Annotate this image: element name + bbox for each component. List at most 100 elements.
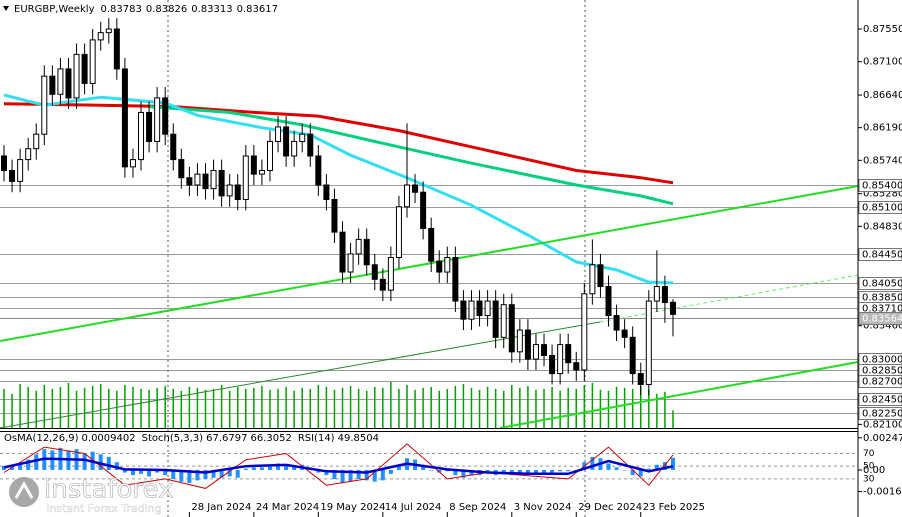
osma-bar <box>542 469 547 473</box>
level-box <box>858 248 902 261</box>
moving-average <box>3 102 674 185</box>
osma-bar <box>622 469 627 471</box>
candle-body <box>315 155 322 186</box>
rsi-value: 49.8504 <box>338 433 379 444</box>
candle-body <box>146 111 153 142</box>
watermark: instaforex Instant Forex Trading <box>9 474 174 515</box>
osma-bar <box>566 469 571 472</box>
level-label: 0.82450 <box>862 395 902 406</box>
osma-bar <box>364 469 369 481</box>
oscillator-header: OsMA(12,26,9) 0.0009402 Stoch(5,3,3) 67.679… <box>4 433 379 444</box>
candle-body <box>33 133 40 150</box>
candle-body <box>258 169 265 175</box>
stoch-signal: 66.3052 <box>250 433 291 444</box>
candle-body <box>484 300 491 317</box>
candle-body <box>637 373 644 385</box>
osma-bar <box>292 466 297 470</box>
y-tick-label: 0.84830 <box>863 221 902 232</box>
candle-body <box>283 126 290 157</box>
collapse-icon[interactable] <box>3 6 9 11</box>
osma-bar <box>372 469 377 482</box>
level-label: 0.83000 <box>862 355 902 366</box>
candle-body <box>194 173 201 186</box>
osma-bar <box>203 469 208 480</box>
osma-bar <box>50 450 55 470</box>
candle-body <box>339 231 346 273</box>
symbol: EURGBP,Weekly <box>14 4 95 15</box>
osma-bar <box>147 469 152 477</box>
osma-bar <box>332 469 337 480</box>
osma-bar <box>235 469 240 478</box>
candle-body <box>460 300 467 320</box>
osma-bar <box>614 467 619 470</box>
chart-header: EURGBP,Weekly 0.83783 0.83826 0.83313 0.8361… <box>14 4 278 15</box>
candle-body <box>275 126 282 142</box>
osma-bar <box>82 453 87 470</box>
moving-average <box>148 105 674 206</box>
x-tick-label: 8 Sep 2024 <box>449 502 506 513</box>
level-label: 0.85400 <box>862 181 902 192</box>
candle-body <box>138 111 145 161</box>
osma-bar <box>469 469 474 476</box>
candle-body <box>621 329 628 338</box>
candle-body <box>331 198 338 233</box>
osma-bar <box>429 469 434 471</box>
level-label: 0.82700 <box>862 377 902 388</box>
candles <box>1 18 676 396</box>
osma-bar <box>662 462 667 470</box>
level-box <box>858 201 902 214</box>
candle-body <box>387 257 394 291</box>
osma-bar <box>10 467 15 470</box>
candle-body <box>242 155 249 200</box>
y-tick-label: 0.85740 <box>863 155 902 166</box>
osma-bar <box>396 464 401 470</box>
osma-bar <box>380 469 385 481</box>
x-tick-label: 28 Jan 2024 <box>191 502 251 513</box>
candle-body <box>57 68 64 95</box>
level-label: 0.85100 <box>862 203 902 214</box>
candle-body <box>113 28 120 70</box>
osma-bar <box>356 469 361 480</box>
high: 0.83826 <box>146 4 187 15</box>
low: 0.83313 <box>191 4 232 15</box>
candle-body <box>404 184 410 208</box>
rsi-label: RSI(14) <box>298 433 335 444</box>
candle-body <box>395 206 402 259</box>
osma-bar <box>276 463 281 470</box>
y-tick-label: 0.86190 <box>863 123 902 134</box>
y-tick-label: 0.82100 <box>863 419 902 430</box>
candle-body <box>476 300 483 317</box>
candle-body <box>17 159 24 182</box>
osma-bar <box>179 469 184 482</box>
osma-bar <box>590 456 595 470</box>
candle-body <box>154 97 161 142</box>
candle-body <box>210 169 217 190</box>
bid-box <box>858 312 902 325</box>
level-box <box>858 179 902 192</box>
candle-body <box>323 184 330 200</box>
level-label: 0.82850 <box>862 366 902 377</box>
osma-bar <box>106 456 111 470</box>
osma-bar <box>259 467 264 470</box>
candle-body <box>669 301 676 315</box>
candle-body <box>565 344 572 364</box>
y-tick-label: 0.85280 <box>863 189 902 200</box>
osma-bar <box>606 463 611 470</box>
candle-body <box>661 286 668 304</box>
osma-bar <box>18 463 23 470</box>
osma-bar <box>26 459 31 470</box>
bid-label: 0.83564 <box>862 314 902 325</box>
trendline <box>0 185 859 342</box>
trendline <box>599 274 859 323</box>
osma-bar <box>646 468 651 470</box>
candle-body <box>307 133 314 157</box>
candle-body <box>629 336 636 375</box>
candle-body <box>178 159 185 179</box>
open: 0.83783 <box>101 4 142 15</box>
osma-bar <box>98 454 103 470</box>
candle-body <box>613 315 620 331</box>
x-tick-label: 23 Feb 2025 <box>643 502 705 513</box>
candle-body <box>89 39 96 84</box>
